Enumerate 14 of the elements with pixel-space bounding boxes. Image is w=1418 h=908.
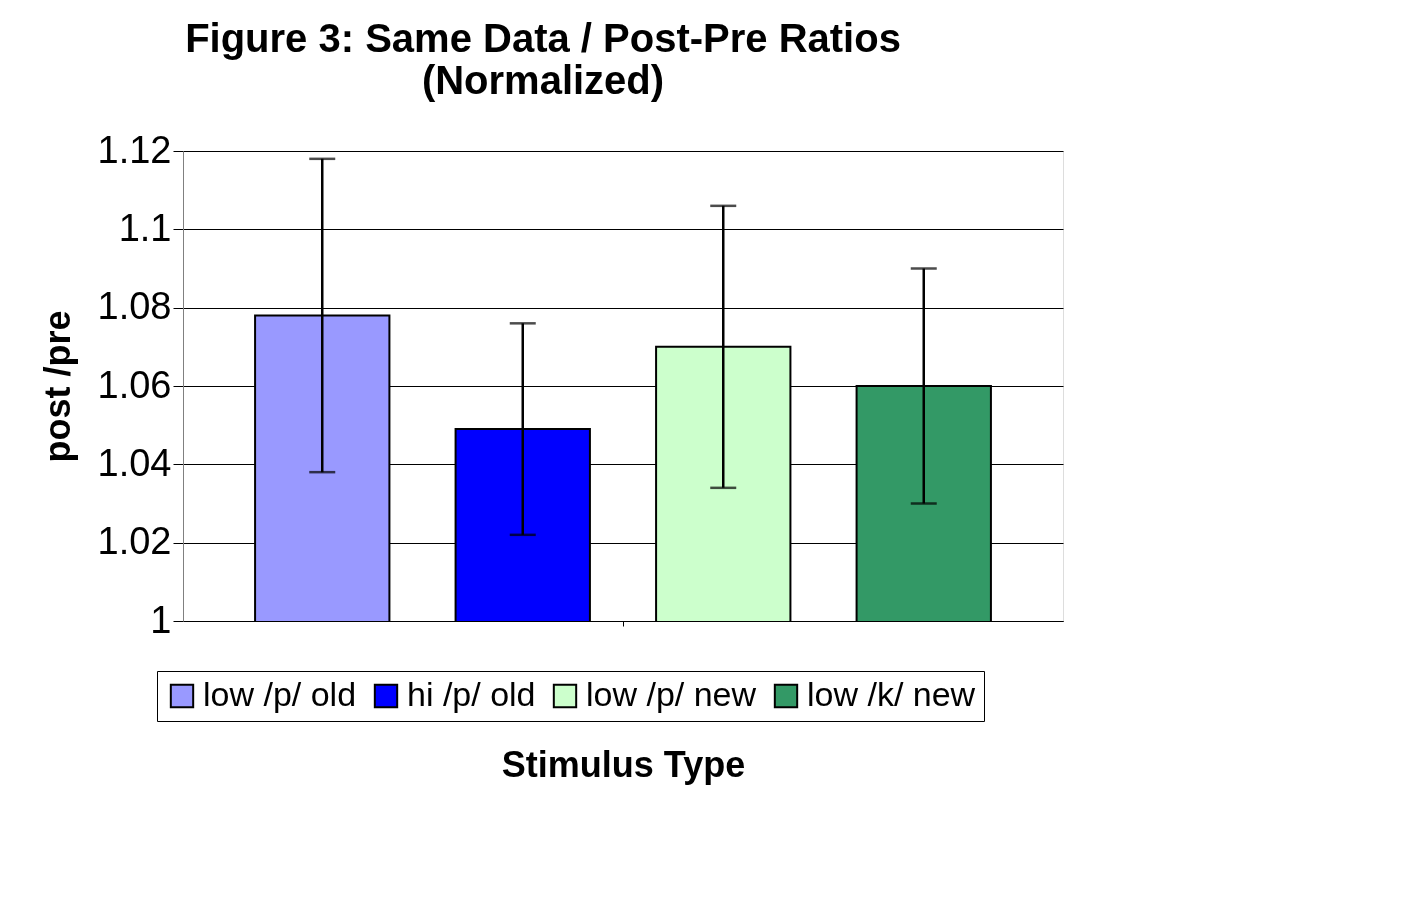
legend-label: low /p/ new — [586, 675, 757, 713]
chart-title: Figure 3: Same Data / Post-Pre Ratios (Normalized) — [185, 16, 901, 102]
x-axis-title: Stimulus Type — [501, 743, 746, 785]
y-tick-label: 1 — [150, 598, 172, 641]
y-tick-label: 1.04 — [97, 441, 172, 484]
legend-label: low /k/ new — [807, 675, 976, 713]
legend-label: hi /p/ old — [407, 675, 536, 713]
legend-label: low /p/ old — [203, 675, 357, 713]
y-tick-label: 1.1 — [118, 206, 172, 249]
y-tick-label: 1.02 — [97, 520, 172, 563]
y-tick-label: 1.12 — [97, 128, 172, 171]
y-axis-title: post /pre — [36, 310, 78, 463]
y-tick-label: 1.08 — [97, 285, 172, 328]
y-tick-label: 1.06 — [97, 363, 172, 406]
